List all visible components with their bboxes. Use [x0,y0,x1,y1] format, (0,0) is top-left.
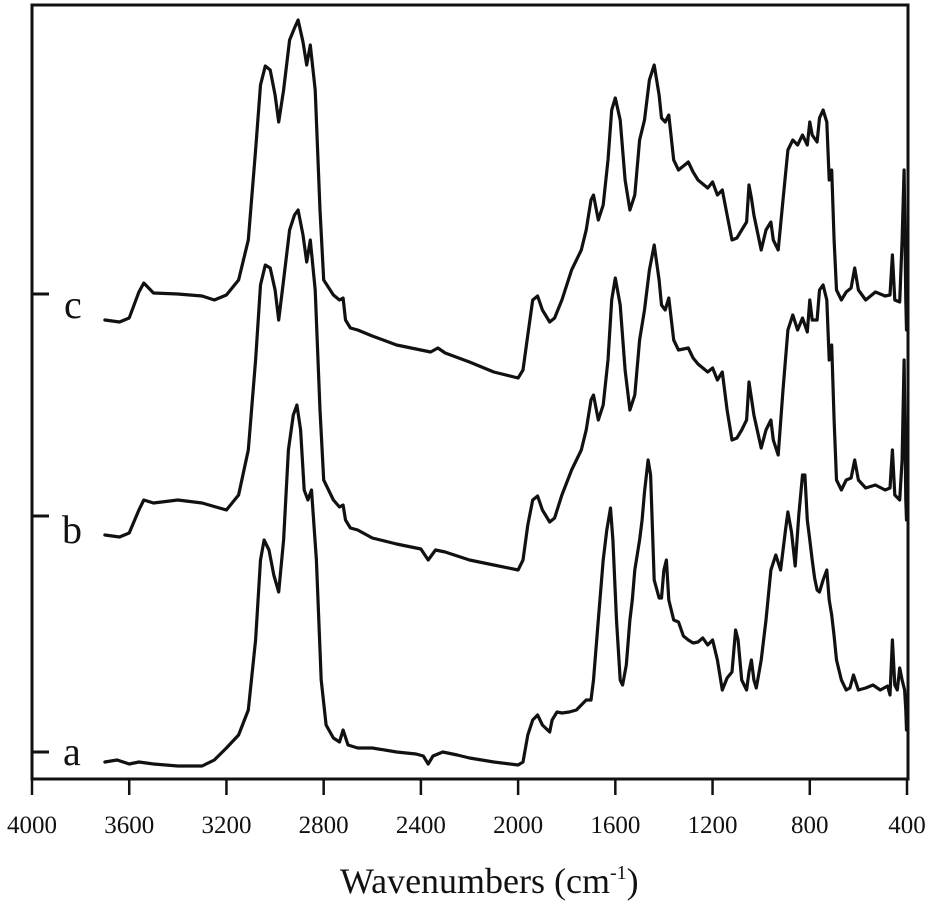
spectrum-curve-b [103,208,909,572]
series-label-b: b [62,507,82,552]
x-axis-title-superscript: -1 [610,862,627,884]
plot-frame [30,3,910,781]
spectrum-curve-c [103,18,909,380]
x-tick-label: 2800 [299,812,349,839]
x-tick-label: 2000 [493,812,543,839]
x-axis-title-main: Wavenumbers (cm [340,861,610,901]
x-tick-label: 2400 [396,812,446,839]
x-tick-label: 400 [888,812,926,839]
x-tick-label: 800 [791,812,829,839]
x-axis-title-close: ) [627,861,639,901]
x-tick-label: 1200 [688,812,738,839]
x-axis-title: Wavenumbers (cm-1) [340,861,639,901]
series-label-a: a [63,729,81,774]
x-axis-tick-labels: 4000 3600 3200 2800 2400 2000 1600 1200 800 400 [7,812,926,839]
x-tick-label: 3600 [104,812,154,839]
spectrum-curve-a [103,403,909,768]
x-tick-label: 3200 [201,812,251,839]
x-tick-label: 1600 [590,812,640,839]
spectra-curves [103,18,909,768]
series-label-c: c [64,282,82,327]
x-axis-ticks [30,779,909,795]
x-tick-label: 4000 [7,812,57,839]
